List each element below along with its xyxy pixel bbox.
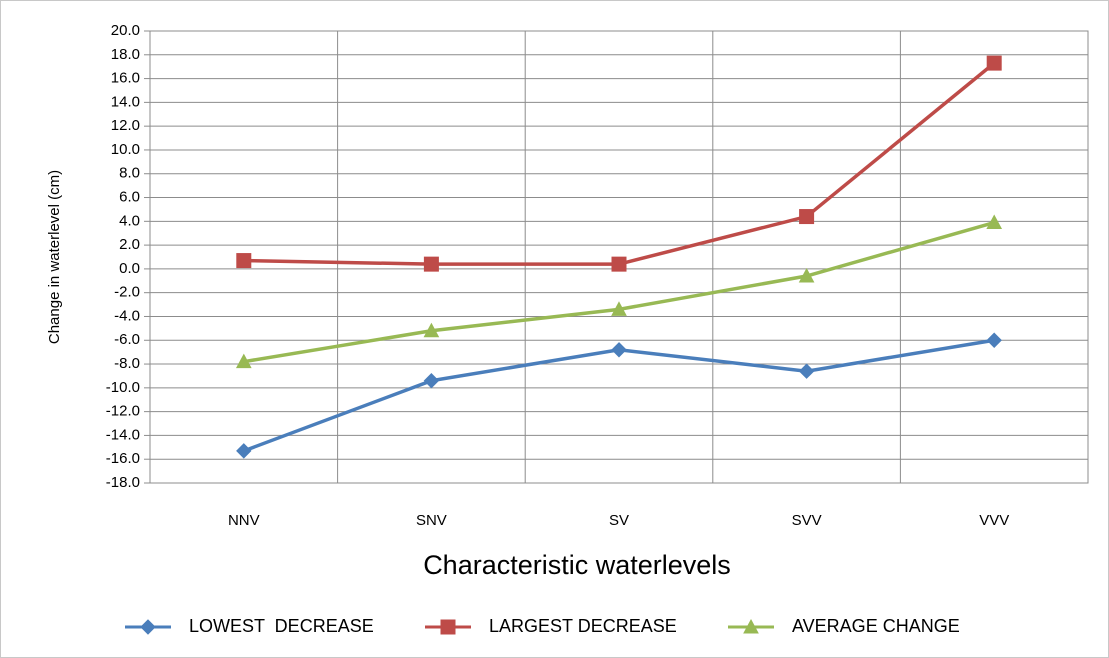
y-tick-label: 2.0	[119, 236, 140, 253]
data-point	[423, 372, 440, 389]
y-tick-label: 16.0	[111, 70, 140, 87]
y-tick-label: -10.0	[106, 379, 140, 396]
data-point	[986, 55, 1002, 71]
y-axis-title: Change in waterlevel (cm)	[46, 170, 63, 344]
y-tick-label: -12.0	[106, 403, 140, 420]
data-point	[236, 443, 252, 459]
y-tick-label: 14.0	[111, 93, 140, 110]
y-tick-label: 6.0	[119, 188, 140, 205]
legend-marker	[743, 618, 759, 634]
y-tick-label: 20.0	[111, 22, 140, 39]
x-tick-label: SVV	[792, 512, 822, 529]
data-point	[799, 209, 815, 225]
y-tick-label: 12.0	[111, 117, 140, 134]
legend-label: AVERAGE CHANGE	[792, 616, 960, 636]
y-tick-label: 18.0	[111, 46, 140, 63]
legend-label: LARGEST DECREASE	[489, 616, 677, 636]
data-point	[798, 267, 815, 283]
y-tick-label: -16.0	[106, 450, 140, 467]
plot-border	[149, 30, 1089, 484]
x-tick-label: VVV	[979, 512, 1009, 529]
legend-marker	[440, 619, 456, 635]
y-tick-label: -14.0	[106, 426, 140, 443]
x-tick-label: SV	[609, 512, 629, 529]
y-tick-label: 4.0	[119, 212, 140, 229]
y-tick-label: 10.0	[111, 141, 140, 158]
y-tick-label: -18.0	[106, 474, 140, 491]
data-point	[798, 363, 815, 379]
data-point	[235, 353, 252, 369]
data-point	[986, 332, 1002, 348]
y-tick-label: 8.0	[119, 165, 140, 182]
x-axis-title: Characteristic waterlevels	[423, 550, 731, 580]
y-tick-label: 0.0	[119, 260, 140, 277]
legend-label: LOWEST DECREASE	[189, 616, 374, 636]
data-point	[611, 342, 627, 358]
data-point	[423, 256, 439, 272]
y-tick-label: -6.0	[114, 331, 140, 348]
y-tick-label: -4.0	[114, 307, 140, 324]
data-point	[611, 301, 627, 316]
data-point	[236, 253, 252, 269]
legend-marker	[140, 619, 156, 635]
x-tick-label: SNV	[416, 512, 447, 529]
x-tick-label: NNV	[228, 512, 260, 529]
y-tick-label: -2.0	[114, 284, 140, 301]
data-point	[423, 322, 440, 338]
data-point	[986, 214, 1003, 230]
data-point	[611, 256, 627, 272]
y-tick-label: -8.0	[114, 355, 140, 372]
